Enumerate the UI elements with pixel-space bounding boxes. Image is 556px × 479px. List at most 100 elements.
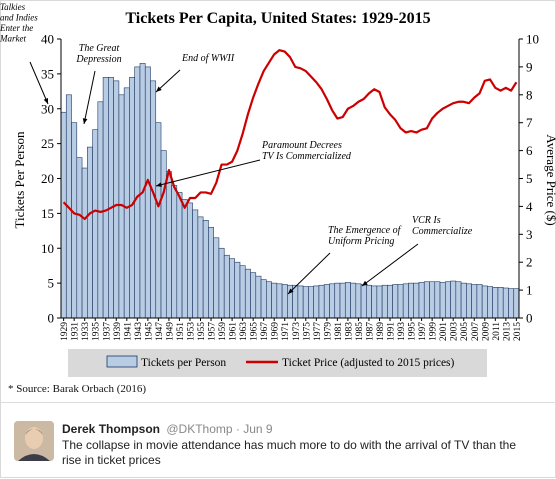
x-tick-label: 1975	[302, 322, 312, 341]
x-tick-label: 1999	[429, 322, 439, 341]
bar-1931	[71, 122, 78, 319]
bar-1959	[218, 247, 225, 319]
bar-2015	[513, 288, 520, 319]
tweet-author[interactable]: Derek Thompson @DKThomp · Jun 9	[62, 422, 273, 436]
bar-1955	[197, 216, 204, 319]
bar-1986	[360, 284, 367, 319]
annotation-arrow	[361, 243, 419, 287]
tweet-author-name: Derek Thompson	[62, 422, 161, 436]
x-tick-label: 1973	[292, 322, 302, 341]
x-tick-label: 1991	[387, 322, 397, 341]
annotation-arrowhead	[362, 280, 368, 286]
bar-1999	[429, 281, 436, 319]
bar-1929	[60, 111, 67, 319]
bar-2003	[450, 280, 457, 319]
bar-1961	[229, 258, 236, 319]
chart-title: Tickets Per Capita, United States: 1929-…	[125, 10, 430, 27]
x-tick-label: 1983	[344, 322, 354, 341]
x-tick-label: 1939	[113, 322, 123, 341]
annotation-arrow	[287, 252, 331, 295]
legend-label-price: Ticket Price (adjusted to 2015 prices)	[282, 357, 455, 369]
tweet-card: Derek Thompson @DKThomp · Jun 9 The coll…	[0, 402, 556, 479]
y-right-tick-label: 6	[526, 143, 533, 158]
x-tick-label: 1929	[60, 322, 70, 341]
annotation-arrowhead	[82, 118, 88, 124]
bar-1950	[171, 185, 178, 319]
annotation-text: Paramount Decrees	[261, 140, 342, 151]
x-tick-label: 1995	[408, 322, 418, 341]
y-left-tick-label: 20	[41, 171, 54, 186]
annotation-text: The Emergence of	[328, 225, 402, 236]
annotation-arrow	[29, 61, 49, 105]
x-tick-label: 1957	[208, 322, 218, 341]
bar-1933	[81, 167, 88, 319]
bar-1989	[376, 285, 383, 319]
y-right-tick-label: 1	[526, 283, 533, 298]
y-axis-left-label: Tickets Per Person	[12, 131, 27, 229]
bar-2006	[466, 283, 472, 319]
annotation-text: TV Is Commercialized	[262, 151, 352, 162]
annotation-text: Uniform Pricing	[328, 236, 394, 247]
bar-1965	[250, 272, 257, 319]
bar-1932	[76, 157, 83, 319]
x-tick-label: 1961	[229, 322, 239, 341]
y-left-tick-label: 30	[41, 101, 54, 116]
bar-1957	[208, 227, 214, 319]
price-line	[62, 49, 518, 221]
annotation-text: The Great	[79, 43, 120, 54]
bar-1952	[181, 199, 188, 319]
bar-1993	[397, 284, 404, 319]
bar-1949	[165, 171, 172, 319]
bar-1963	[239, 265, 246, 319]
x-tick-label: 1937	[102, 322, 112, 341]
x-tick-label: 1931	[71, 322, 81, 341]
x-tick-label: 1959	[218, 322, 228, 341]
bar-1990	[381, 284, 388, 319]
annotation-text: Commercialize	[412, 226, 473, 237]
bar-1985	[355, 283, 362, 319]
bar-1968	[266, 281, 272, 319]
x-tick-label: 1997	[418, 322, 428, 341]
bar-1962	[234, 261, 241, 319]
bar-2014	[508, 288, 515, 319]
bar-1995	[408, 282, 415, 319]
x-tick-label: 2007	[471, 322, 481, 341]
bar-1966	[255, 275, 262, 319]
x-tick-label: 1987	[365, 322, 375, 341]
y-right-tick-label: 4	[526, 199, 533, 214]
annotation-text: Depression	[75, 54, 121, 65]
bar-2012	[497, 287, 504, 319]
bar-1942	[129, 77, 136, 319]
y-left-tick-label: 15	[41, 206, 54, 221]
x-tick-label: 1979	[323, 322, 333, 341]
bar-1937	[102, 77, 109, 319]
avatar[interactable]	[14, 421, 54, 461]
bar-1939	[113, 80, 120, 319]
tweet-text: The collapse in movie attendance has muc…	[62, 438, 517, 467]
annotation-arrowhead	[156, 86, 162, 92]
x-tick-label: 2009	[481, 322, 491, 341]
bar-1987	[366, 284, 372, 319]
bar-2007	[471, 284, 478, 319]
annotation-arrowhead	[43, 98, 48, 104]
x-tick-label: 1977	[313, 322, 323, 341]
bar-1945	[144, 66, 151, 319]
bar-1938	[108, 77, 114, 319]
bar-2011	[492, 287, 499, 319]
y-left-tick-label: 25	[41, 136, 54, 151]
x-tick-label: 2005	[460, 322, 470, 341]
legend-label-tickets: Tickets per Person	[141, 357, 226, 369]
annotation-arrow	[155, 159, 261, 187]
y-left-tick-label: 40	[41, 32, 54, 47]
bar-1960	[223, 254, 230, 319]
bar-1964	[244, 268, 251, 319]
bar-1997	[418, 282, 425, 319]
x-tick-label: 2011	[492, 322, 502, 341]
bar-1981	[334, 282, 341, 319]
bar-1954	[192, 209, 199, 319]
bar-1996	[413, 282, 420, 319]
x-tick-label: 1949	[165, 322, 175, 341]
x-tick-label: 1971	[281, 322, 291, 341]
x-tick-label: 1933	[81, 322, 91, 341]
y-right-tick-label: 2	[526, 255, 533, 270]
